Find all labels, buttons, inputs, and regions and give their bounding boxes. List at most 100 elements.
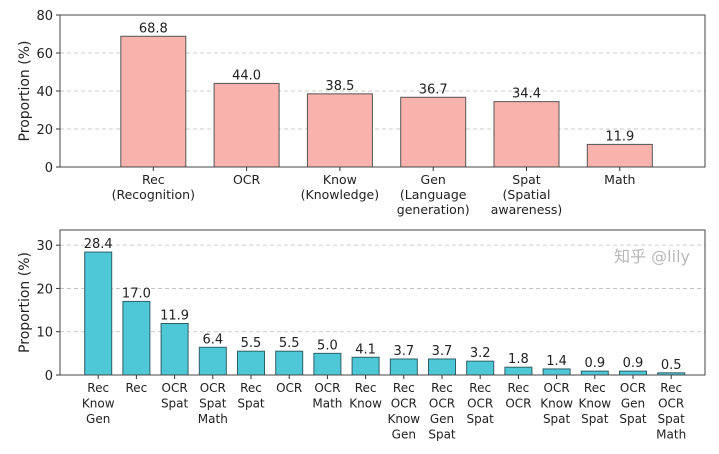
x-tick-label-line: Gen: [86, 412, 110, 426]
data-label: 5.0: [317, 338, 338, 353]
x-tick-label-line: Rec: [469, 381, 491, 395]
x-tick-label-line: awareness): [491, 202, 563, 217]
x-tick-label: OCR Know Spat: [540, 381, 573, 426]
x-tick-label-line: Spat: [619, 412, 647, 426]
x-tick-label-line: Know: [578, 397, 611, 411]
x-tick-label-line: OCR: [505, 397, 531, 411]
x-tick-label: OCR Math: [312, 381, 342, 411]
bar: [198, 346, 227, 376]
x-tick-label-line: Spat: [161, 397, 189, 411]
watermark: 知乎 @lily: [614, 247, 690, 266]
x-tick-label-line: Gen: [430, 412, 454, 426]
data-label: 1.8: [508, 352, 529, 367]
y-tick-label: 60: [36, 47, 53, 62]
x-tick-label-line: Rec: [431, 381, 453, 395]
data-label: 44.0: [232, 68, 261, 83]
x-tick-label-line: OCR: [391, 397, 417, 411]
bar: [306, 93, 373, 168]
x-tick-label-line: Spat: [467, 412, 495, 426]
x-tick-label: Rec Know Spat: [578, 381, 611, 426]
x-tick-label-line: Gen: [421, 172, 446, 187]
x-tick-label: Rec OCR Gen Spat: [428, 381, 456, 442]
x-tick-label-line: (Knowledge): [301, 187, 379, 202]
data-label: 0.9: [584, 356, 605, 371]
x-tick-label-line: Know: [387, 412, 420, 426]
y-tick-label: 40: [36, 85, 53, 100]
x-tick-label-line: Rec: [355, 381, 377, 395]
x-tick-label-line: OCR: [233, 172, 261, 187]
bar: [351, 356, 380, 376]
y-axis-label: Proportion (%): [17, 252, 33, 353]
bar: [122, 300, 151, 376]
x-tick-label-line: OCR: [544, 381, 570, 395]
x-tick-label-line: Spat: [658, 412, 686, 426]
y-tick-label: 30: [36, 239, 53, 254]
bar: [389, 358, 418, 376]
bar: [586, 143, 653, 168]
axes-frame: [59, 229, 706, 376]
x-tick-label: Gen (Language generation): [397, 172, 470, 217]
x-tick-label-line: Math: [656, 428, 686, 442]
x-tick-label: Rec: [126, 381, 148, 395]
bar: [275, 350, 304, 376]
x-tick-label: Rec OCR Spat Math: [656, 381, 686, 442]
y-axis-label: Proportion (%): [17, 41, 33, 142]
x-tick-label-line: Know: [82, 397, 115, 411]
x-tick-label-line: Spat: [512, 172, 541, 187]
y-tick-label: 10: [36, 326, 53, 341]
y-tick-label: 0: [45, 161, 53, 176]
bar: [619, 370, 647, 376]
data-label: 4.1: [355, 342, 376, 357]
data-label: 36.7: [419, 82, 448, 97]
x-tick-label-line: Spat: [581, 412, 609, 426]
x-tick-label: OCR Gen Spat: [619, 381, 647, 426]
x-tick-label-line: Rec: [584, 381, 606, 395]
data-label: 11.9: [605, 129, 634, 144]
bar: [160, 322, 189, 376]
x-tick-label-line: Rec: [126, 381, 148, 395]
x-tick-label-line: Math: [312, 397, 342, 411]
data-label: 1.4: [546, 354, 567, 369]
x-tick-label: Math: [604, 172, 635, 187]
data-label: 17.0: [122, 286, 151, 301]
x-tick-label-line: Rec: [142, 172, 165, 187]
bar: [120, 35, 187, 168]
bar: [237, 350, 265, 376]
x-tick-label-line: Rec: [660, 381, 682, 395]
y-tick-label: 20: [36, 282, 53, 297]
bar: [213, 82, 280, 168]
data-label: 5.5: [241, 336, 262, 351]
x-tick-label: OCR: [233, 172, 261, 187]
x-tick-label-line: OCR: [658, 397, 684, 411]
data-label: 34.4: [512, 87, 541, 102]
x-tick-label-line: Math: [198, 412, 228, 426]
x-tick-label: Know (Knowledge): [301, 172, 379, 202]
x-tick-label-line: OCR: [429, 397, 455, 411]
y-tick-label: 20: [36, 123, 53, 138]
bar: [313, 352, 342, 376]
x-tick-label-line: OCR: [276, 381, 302, 395]
x-tick-label: Rec OCR Know Gen: [387, 381, 420, 442]
x-tick-label-line: OCR: [200, 381, 226, 395]
data-label: 68.8: [139, 21, 168, 36]
x-tick-label-line: Spat: [543, 412, 571, 426]
x-tick-label-line: Know: [349, 397, 382, 411]
bar: [580, 370, 609, 376]
x-tick-label: Rec OCR Spat: [467, 381, 495, 426]
x-tick-label: Rec OCR: [505, 381, 531, 411]
data-label: 3.7: [393, 344, 414, 359]
data-label: 0.9: [623, 356, 644, 371]
x-tick-label-line: OCR: [162, 381, 188, 395]
x-tick-label-line: (Recognition): [112, 187, 195, 202]
x-tick-label-line: Know: [323, 172, 357, 187]
data-label: 11.9: [160, 308, 189, 323]
x-tick-label-line: OCR: [467, 397, 493, 411]
bar: [493, 101, 560, 168]
bar: [400, 96, 467, 168]
x-tick-label-line: Gen: [621, 397, 645, 411]
data-label: 38.5: [325, 79, 354, 94]
x-tick-label: Rec Know: [349, 381, 382, 411]
x-tick-label-line: generation): [397, 202, 470, 217]
bar: [466, 360, 495, 376]
